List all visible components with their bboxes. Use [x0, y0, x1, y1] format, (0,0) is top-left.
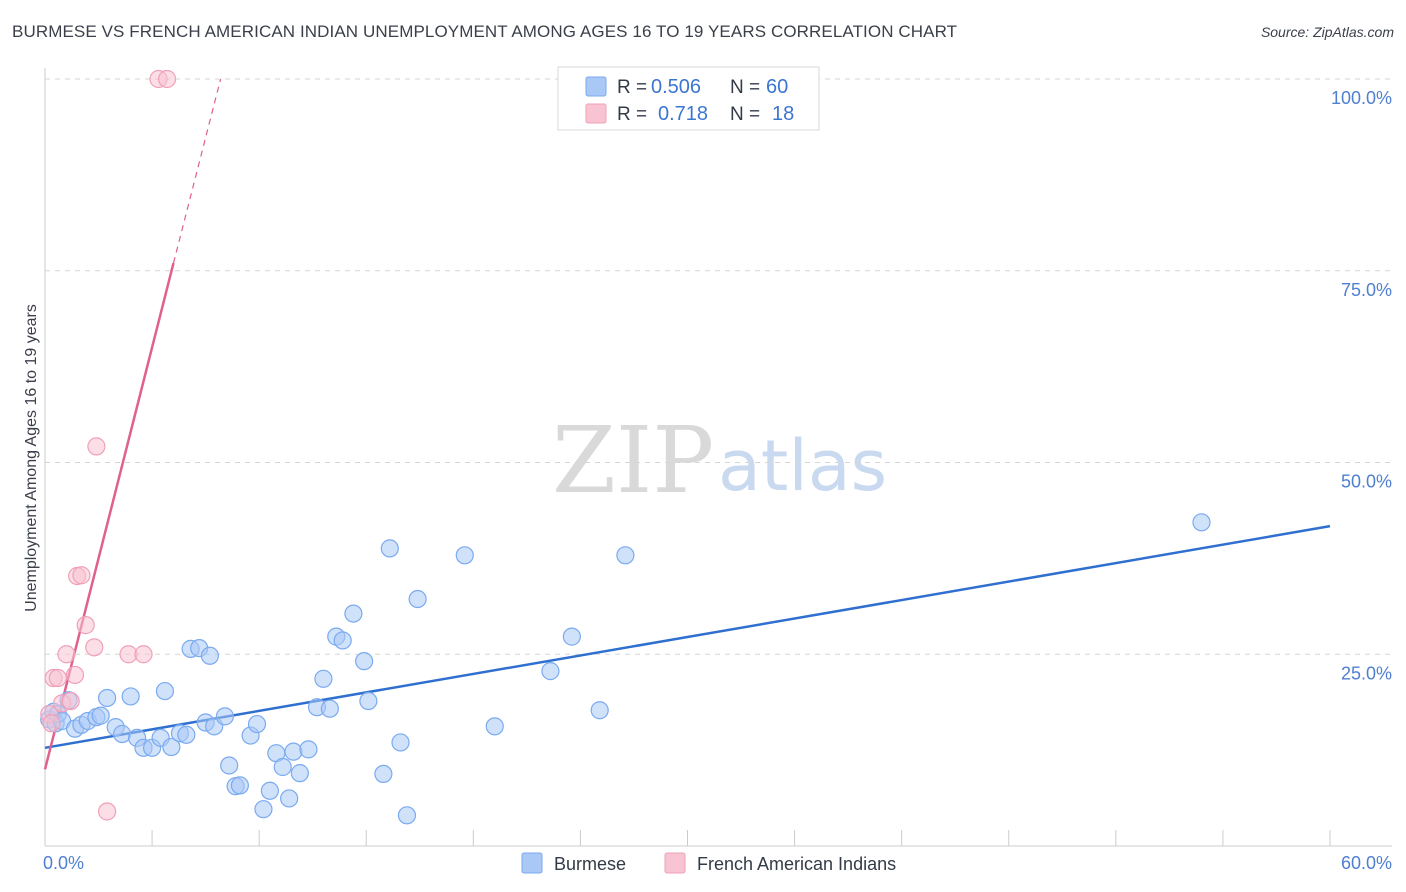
- burmese-point: [215, 707, 234, 726]
- french-american-indians-point: [157, 69, 177, 89]
- french-american-indians-point: [134, 645, 153, 664]
- bottom-legend-label-french-american-indians: French American Indians: [697, 854, 896, 874]
- burmese-point: [380, 539, 399, 558]
- french-american-indians-point: [85, 638, 104, 657]
- x-tick-label: 0.0%: [43, 853, 84, 873]
- french-american-indians-point: [72, 566, 91, 585]
- french-american-indians-point: [57, 645, 76, 664]
- burmese-point: [280, 789, 299, 808]
- y-tick-label: 50.0%: [1341, 472, 1392, 492]
- y-tick-label: 75.0%: [1341, 280, 1392, 300]
- legend-swatch-burmese: [585, 76, 607, 97]
- burmese-point: [290, 764, 309, 783]
- bottom-legend-swatch-burmese: [521, 852, 543, 874]
- burmese-point: [220, 756, 239, 775]
- french-american-indians-point: [61, 691, 80, 711]
- legend-r-label-french-american-indians: R =: [617, 104, 647, 125]
- burmese-point: [355, 652, 374, 671]
- burmese-point: [260, 781, 279, 800]
- burmese-point: [374, 764, 393, 784]
- burmese-point: [541, 662, 560, 681]
- burmese-point: [162, 737, 181, 757]
- bottom-legend-swatch-french-american-indians: [664, 852, 686, 874]
- trend-lines: [43, 78, 1331, 770]
- burmese-point: [562, 627, 581, 646]
- correlation-legend: R = 0.506 N = 60 R = 0.718 N = 18: [557, 66, 820, 131]
- burmese-point: [200, 646, 220, 665]
- bottom-legend-label-burmese: Burmese: [554, 854, 626, 874]
- burmese-point: [455, 546, 474, 565]
- watermark-zip: ZIP: [552, 407, 714, 514]
- burmese-trend-line: [44, 524, 1331, 750]
- burmese-point: [247, 714, 267, 734]
- burmese-point: [299, 740, 318, 759]
- burmese-point: [230, 776, 249, 795]
- y-tick-label: 25.0%: [1341, 663, 1392, 683]
- burmese-point: [155, 681, 175, 701]
- burmese-point: [391, 733, 410, 752]
- french-american-indians-point: [87, 437, 106, 456]
- legend-r-value-french-american-indians: 0.718: [658, 103, 708, 125]
- legend-n-label-french-american-indians: N =: [730, 104, 760, 125]
- french-american-indians-point: [76, 616, 95, 635]
- y-tick-label: 100.0%: [1331, 88, 1392, 108]
- legend-n-label-burmese: N =: [730, 77, 760, 98]
- burmese-point: [320, 699, 339, 718]
- burmese-point: [284, 742, 303, 761]
- french-american-indians-point: [42, 714, 61, 733]
- burmese-point: [344, 604, 363, 623]
- burmese-point: [359, 691, 378, 711]
- watermark-atlas: atlas: [718, 425, 887, 507]
- series-legend: Burmese French American Indians: [521, 852, 896, 874]
- burmese-point: [177, 725, 196, 744]
- legend-r-label-burmese: R =: [617, 77, 647, 98]
- burmese-point: [254, 800, 273, 819]
- source-label: Source: ZipAtlas.com: [1260, 24, 1394, 40]
- french-american-indians-point: [48, 668, 67, 688]
- burmese-point: [91, 706, 110, 725]
- legend-r-value-burmese: 0.506: [651, 76, 701, 98]
- french-american-indians-trend-line: [43, 262, 175, 770]
- burmese-point: [98, 688, 117, 708]
- burmese-point: [616, 546, 635, 565]
- french-american-indians-point: [98, 802, 117, 821]
- burmese-point: [590, 701, 609, 720]
- y-axis-label: Unemployment Among Ages 16 to 19 years: [23, 304, 40, 612]
- french-american-indians-point: [65, 665, 85, 685]
- legend-swatch-french-american-indians: [585, 103, 607, 124]
- burmese-point: [1192, 513, 1211, 532]
- chart-title: BURMESE VS FRENCH AMERICAN INDIAN UNEMPL…: [12, 22, 958, 41]
- legend-n-value-burmese: 60: [766, 76, 788, 98]
- y-tick-labels: 25.0% 50.0% 75.0% 100.0%: [1331, 88, 1392, 683]
- burmese-point: [333, 631, 352, 650]
- burmese-point: [273, 757, 292, 777]
- gridlines: [45, 78, 1392, 655]
- burmese-point: [408, 589, 427, 609]
- burmese-point: [121, 687, 140, 706]
- burmese-point: [397, 806, 417, 825]
- burmese-point: [314, 669, 333, 688]
- burmese-point: [485, 717, 504, 736]
- x-tick-label: 60.0%: [1341, 853, 1392, 873]
- legend-n-value-french-american-indians: 18: [772, 103, 794, 125]
- x-tick-labels: 0.0% 60.0%: [43, 853, 1392, 873]
- french-american-indians-trend-extension: [172, 78, 222, 264]
- data-points: [40, 69, 1211, 825]
- burmese-point: [112, 724, 132, 744]
